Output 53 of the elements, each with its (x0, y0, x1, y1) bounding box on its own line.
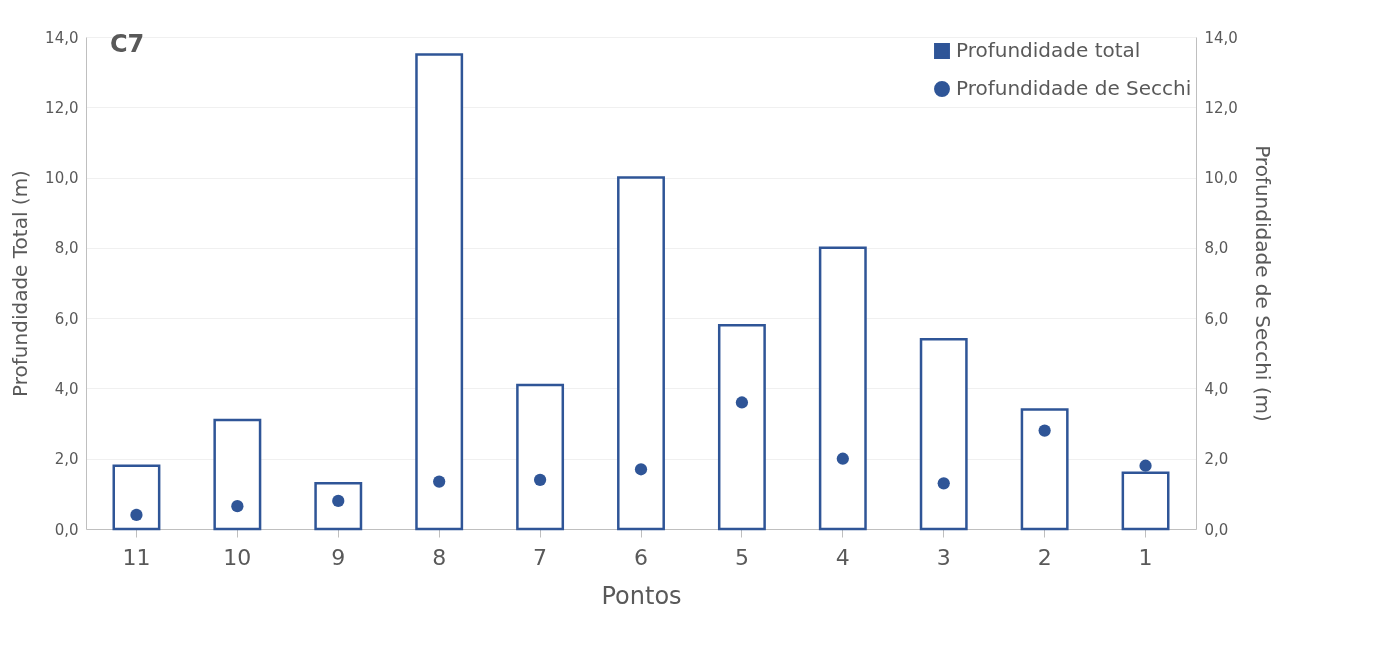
x-tick-label: 7 (533, 544, 548, 570)
point (937, 477, 950, 490)
point (130, 508, 143, 522)
point (533, 473, 547, 486)
x-axis-title: Pontos (601, 581, 682, 610)
y-tick-label: 4,0 (54, 379, 79, 398)
x-tick-label: 9 (331, 544, 346, 570)
annotation: C7 (110, 30, 145, 58)
bar (617, 176, 665, 531)
legend-label: Profundidade de Secchi (956, 76, 1192, 100)
y2-tick-label: 4,0 (1204, 379, 1229, 398)
bar (717, 323, 766, 531)
legend-label: Profundidade total (956, 38, 1141, 62)
y2-axis-title: Profundidade de Secchi (m) (1250, 145, 1275, 422)
bar (112, 464, 161, 531)
x-tick-label: 3 (936, 544, 951, 570)
point (735, 396, 749, 409)
x-tick-label: 6 (634, 544, 648, 570)
x-tick-label: 1 (1138, 544, 1153, 570)
x-tick-label: 8 (432, 544, 447, 570)
point (231, 500, 244, 513)
bar (818, 246, 867, 531)
y-tick-label: 0,0 (54, 520, 79, 539)
x-tick-label: 10 (223, 544, 252, 570)
y-tick-label: 10,0 (45, 169, 79, 188)
y-tick-label: 2,0 (54, 450, 79, 469)
x-tick-label: 11 (122, 544, 151, 570)
bar (516, 383, 565, 531)
y2-tick-label: 10,0 (1204, 169, 1238, 188)
point (634, 463, 648, 476)
x-tick-label: 2 (1037, 544, 1052, 570)
point (1038, 424, 1051, 437)
y2-tick-label: 2,0 (1204, 450, 1229, 469)
y2-tick-label: 6,0 (1204, 309, 1229, 328)
y-tick-label: 8,0 (54, 239, 79, 258)
point (1139, 459, 1152, 472)
point (433, 475, 446, 488)
y-axis-title: Profundidade Total (m) (8, 170, 33, 397)
y2-tick-label: 0,0 (1204, 520, 1229, 539)
bar (314, 482, 363, 531)
y2-tick-label: 12,0 (1204, 98, 1238, 117)
y-tick-label: 14,0 (45, 28, 79, 47)
bar (1020, 408, 1069, 531)
bar (415, 53, 464, 531)
y2-tick-label: 14,0 (1204, 28, 1238, 47)
x-tick-label: 4 (835, 544, 850, 570)
y2-tick-label: 8,0 (1204, 239, 1229, 258)
bar (213, 418, 262, 531)
y-tick-label: 12,0 (45, 98, 79, 117)
y-tick-label: 6,0 (54, 309, 79, 328)
point (836, 452, 849, 465)
bar (919, 337, 968, 531)
x-tick-label: 5 (734, 544, 749, 570)
